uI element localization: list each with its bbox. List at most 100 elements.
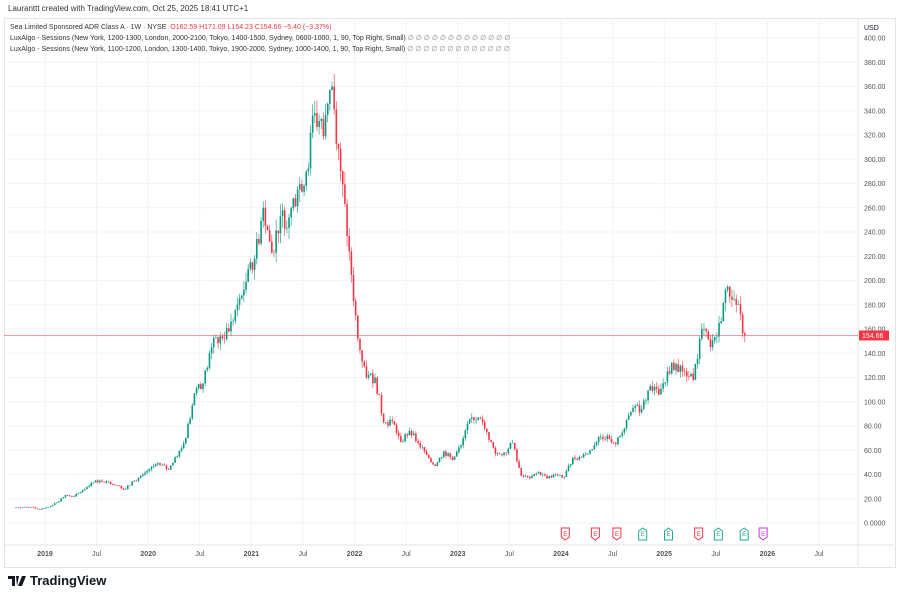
- candle-body: [475, 419, 477, 421]
- chart-frame: [4, 18, 896, 568]
- candle-body: [92, 482, 95, 484]
- candle-body: [632, 407, 634, 413]
- candle-body: [185, 438, 187, 444]
- earnings-icon: [739, 527, 749, 541]
- earnings-marker-down[interactable]: E: [590, 527, 600, 541]
- candle-body: [419, 442, 421, 448]
- candle-body: [25, 506, 28, 508]
- time-tick-label: 2022: [347, 551, 363, 558]
- candle-body: [675, 364, 677, 371]
- earnings-marker-dividend[interactable]: E: [758, 527, 768, 541]
- time-tick-label: Jul: [195, 551, 204, 558]
- price-tick-label: 200.00: [864, 278, 886, 285]
- candle-body: [494, 447, 497, 454]
- candle-body: [253, 258, 256, 270]
- earnings-marker-up[interactable]: E: [739, 527, 749, 541]
- candle-body: [144, 472, 146, 475]
- candle-body: [726, 286, 729, 290]
- candle-body: [197, 384, 200, 389]
- candle-body: [245, 281, 247, 290]
- candle-body: [174, 457, 176, 463]
- candle-body: [90, 482, 93, 487]
- candle-body: [346, 203, 348, 237]
- candle-body: [64, 495, 67, 498]
- time-tick-label: Jul: [402, 551, 411, 558]
- candle-body: [195, 388, 198, 394]
- candle-body: [524, 475, 527, 477]
- candle-body: [608, 435, 611, 439]
- candle-body: [384, 422, 387, 423]
- candle-body: [434, 464, 437, 467]
- candle-body: [21, 507, 24, 508]
- earnings-marker-down[interactable]: E: [694, 527, 704, 541]
- indicator-row-1[interactable]: LuxAlgo - Sessions (New York, 1200-1300,…: [10, 35, 511, 42]
- ohlc-values: O162.59 H171.09 L154.23 C154.66 −5.40 (−…: [170, 24, 332, 31]
- candle-body: [559, 475, 561, 476]
- candle-body: [314, 113, 316, 116]
- candle-body: [200, 384, 202, 390]
- candle-body: [236, 304, 239, 311]
- time-tick-label: Jul: [711, 551, 720, 558]
- candle-body: [107, 481, 110, 482]
- candle-body: [58, 501, 60, 503]
- candle-body: [333, 86, 335, 110]
- candle-body: [146, 471, 148, 473]
- earnings-icon: [758, 527, 768, 541]
- candle-body: [217, 337, 219, 344]
- candle-body: [126, 485, 129, 490]
- earnings-marker-up[interactable]: E: [664, 527, 673, 541]
- time-tick-label: 2019: [37, 551, 53, 558]
- candle-body: [238, 298, 241, 305]
- candle-body: [481, 418, 484, 423]
- candle-body: [432, 462, 434, 465]
- candle-body: [677, 364, 679, 372]
- candle-body: [582, 454, 585, 458]
- candle-body: [580, 456, 583, 458]
- candle-body: [305, 171, 308, 186]
- candle-body: [268, 230, 271, 242]
- candle-body: [365, 366, 368, 378]
- earnings-marker-down[interactable]: E: [560, 527, 570, 541]
- symbol-title[interactable]: Sea Limited Sponsored ADR Class A · 1W ·…: [10, 24, 167, 31]
- candle-body: [109, 481, 112, 485]
- candle-body: [103, 481, 105, 483]
- candle-body: [159, 463, 161, 465]
- earnings-marker-up[interactable]: E: [713, 527, 723, 541]
- candle-body: [683, 371, 686, 372]
- candle-body: [638, 404, 641, 413]
- candle-body: [574, 457, 576, 459]
- candle-body: [288, 217, 290, 228]
- earnings-marker-up[interactable]: E: [638, 527, 648, 541]
- candle-body: [741, 314, 744, 334]
- candle-body: [47, 507, 50, 508]
- candle-body: [649, 385, 652, 391]
- candle-body: [711, 340, 714, 348]
- candle-body: [94, 480, 97, 483]
- candle-body: [19, 507, 22, 509]
- candle-body: [329, 90, 331, 104]
- candle-body: [460, 445, 462, 448]
- candle-body: [359, 338, 361, 351]
- candle-body: [443, 451, 445, 457]
- candle-body: [623, 428, 626, 433]
- candle-body: [698, 338, 701, 359]
- candle-body: [479, 417, 482, 419]
- candle-body: [615, 443, 617, 445]
- candle-body: [498, 453, 501, 455]
- candle-body: [51, 505, 54, 507]
- candle-body: [670, 362, 673, 374]
- candle-body: [341, 171, 344, 185]
- candle-body: [703, 328, 705, 330]
- tradingview-logo[interactable]: TradingView: [8, 573, 106, 588]
- earnings-marker-down[interactable]: E: [612, 527, 622, 541]
- candle-body: [692, 373, 695, 380]
- candle-body: [621, 432, 624, 437]
- candle-body: [23, 506, 26, 508]
- indicator-row-2[interactable]: LuxAlgo - Sessions (New York, 1100-1200,…: [10, 46, 510, 53]
- candle-body: [129, 485, 131, 487]
- candle-body: [193, 393, 196, 406]
- candle-body: [324, 114, 327, 137]
- candle-body: [658, 388, 660, 395]
- candle-body: [247, 268, 249, 282]
